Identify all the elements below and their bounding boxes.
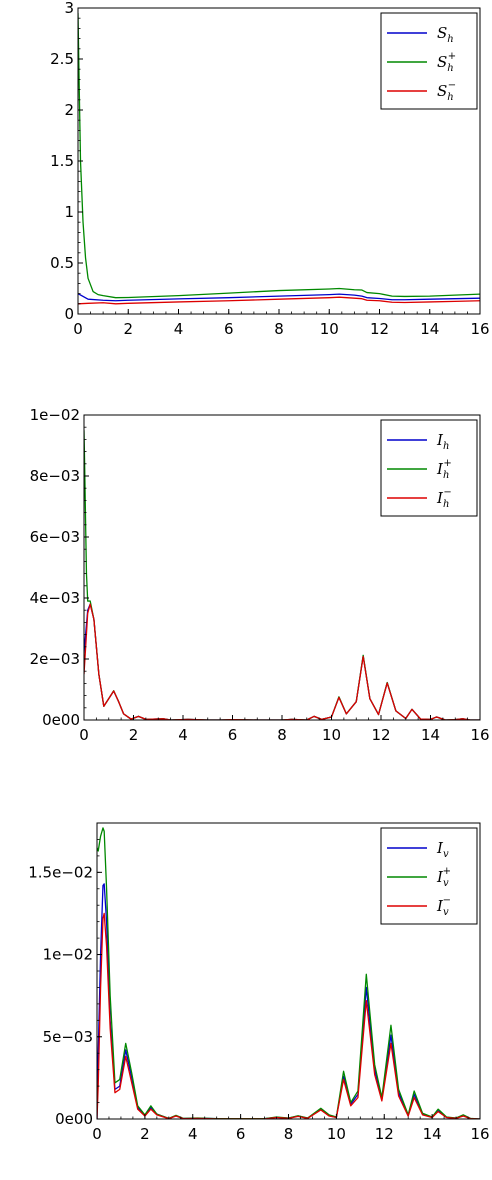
infected-vectors-chart: 0 2 4 6 8 10 12 14 160e005e−031e−021.5e−02IvIv+I…	[28, 822, 490, 1143]
x-tick-label: 2	[140, 1125, 150, 1143]
y-tick-label: 1.5e−02	[28, 863, 93, 881]
x-tick-label: 2	[129, 726, 139, 744]
x-tick-label: 12	[375, 1125, 394, 1143]
legend-label: Iv+	[436, 866, 451, 889]
legend-label: Sh−	[437, 80, 456, 103]
x-tick-label: 4	[174, 320, 184, 338]
legend-label: Ih+	[436, 458, 452, 481]
y-tick-label: 2.5	[50, 50, 74, 68]
x-tick-label: 14	[421, 726, 440, 744]
x-tick-label: 10	[320, 320, 339, 338]
legend-label: Sh	[437, 24, 454, 45]
x-tick-label: 0	[92, 1125, 102, 1143]
x-tick-label: 16	[470, 1125, 489, 1143]
y-tick-label: 1.5	[50, 152, 74, 170]
x-tick-label: 0	[73, 320, 83, 338]
y-tick-label: 4e−03	[30, 589, 80, 607]
x-tick-label: 10	[322, 726, 341, 744]
series-line-1	[78, 13, 480, 299]
series-line-2	[84, 603, 480, 720]
x-tick-label: 8	[274, 320, 284, 338]
legend: Ih Ih+ Ih−	[380, 419, 478, 517]
y-tick-label: 1e−02	[43, 946, 93, 964]
x-tick-label: 4	[188, 1125, 198, 1143]
legend-box	[380, 419, 478, 517]
infected-humans-chart: 0 2 4 6 8 10 12 14 16 0e00 2e−03 4e−03 6e−03 8e−03 1e−…	[30, 406, 490, 744]
legend-label: Ih−	[436, 487, 452, 510]
x-tick-label: 4	[178, 726, 188, 744]
series-line-2	[97, 912, 480, 1119]
legend-box	[380, 12, 478, 110]
legend-box	[380, 827, 478, 925]
y-tick-label: 0	[64, 305, 74, 323]
y-tick-label: 0.5	[50, 254, 74, 272]
x-tick-label: 8	[284, 1125, 294, 1143]
x-tick-label: 12	[371, 726, 390, 744]
y-tick-label: 1	[64, 203, 74, 221]
y-tick-label: 2	[64, 101, 74, 119]
y-tick-label: 2e−03	[30, 650, 80, 668]
x-tick-label: 6	[228, 726, 238, 744]
susceptible-humans-chart: 0 2 4 6 8 10 12 14 16 0 0.5 1 1.5 2 2.5 3 Sh Sh+ Sh−	[50, 0, 489, 338]
series-line-0	[84, 603, 480, 720]
legend: Iv Iv+ Iv−	[380, 827, 478, 925]
legend: Sh Sh+ Sh−	[380, 12, 478, 110]
x-tick-label: 14	[423, 1125, 442, 1143]
x-tick-label: 0	[79, 726, 89, 744]
y-tick-label: 6e−03	[30, 528, 80, 546]
legend-label: Sh+	[437, 51, 456, 74]
legend-label: Ih	[436, 431, 449, 452]
x-tick-label: 10	[327, 1125, 346, 1143]
y-tick-label: 0e00	[55, 1110, 93, 1128]
legend-label: Iv	[436, 839, 449, 860]
x-tick-label: 12	[370, 320, 389, 338]
x-tick-label: 16	[470, 726, 489, 744]
series-group	[78, 13, 480, 305]
series-line-2	[78, 296, 480, 305]
x-tick-label: 14	[420, 320, 439, 338]
y-tick-label: 8e−03	[30, 467, 80, 485]
y-tick-label: 0e00	[42, 711, 80, 729]
x-tick-label: 8	[277, 726, 287, 744]
x-tick-label: 2	[123, 320, 133, 338]
y-tick-label: 1e−02	[30, 406, 80, 424]
series-line-0	[78, 293, 480, 302]
y-tick-label: 3	[64, 0, 74, 17]
y-tick-label: 5e−03	[43, 1028, 93, 1046]
x-tick-label: 16	[470, 320, 489, 338]
x-tick-label: 6	[236, 1125, 246, 1143]
legend-label: Iv−	[436, 895, 451, 918]
x-tick-label: 6	[224, 320, 234, 338]
